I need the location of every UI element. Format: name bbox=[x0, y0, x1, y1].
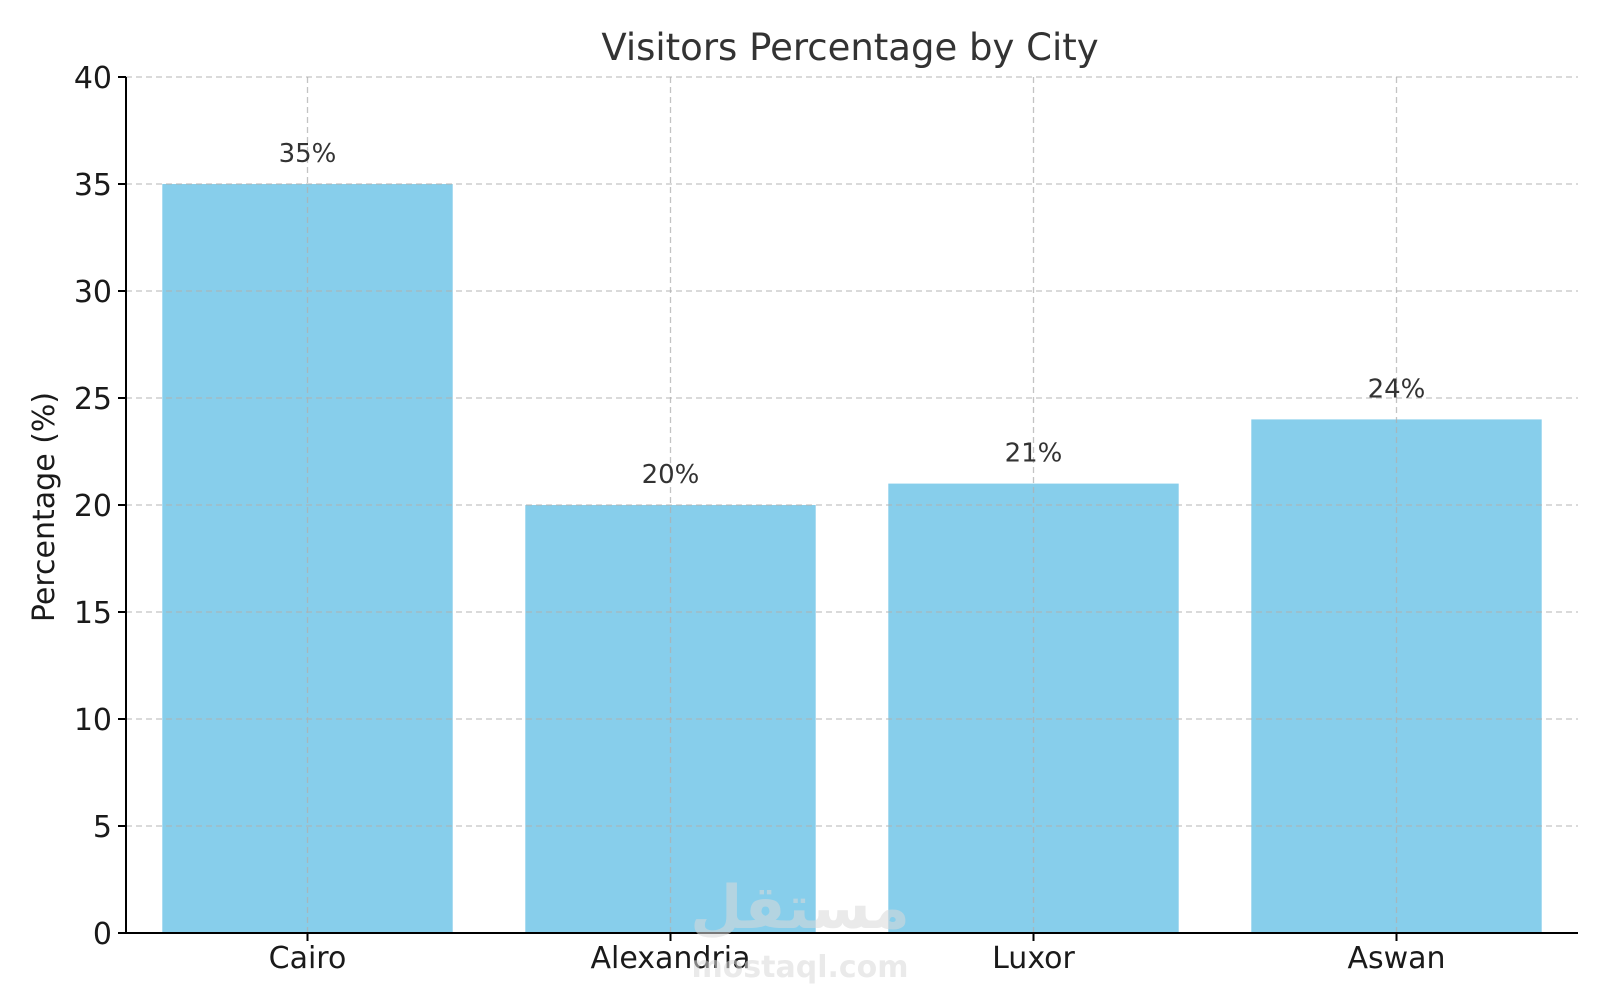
y-tick-label: 10 bbox=[74, 703, 112, 738]
grid-layer bbox=[126, 76, 1578, 933]
y-tick-label: 20 bbox=[74, 489, 112, 524]
labels-layer: 0 5 10 15 20 25 30 35 40 Cairo Alexandria Luxor Aswa… bbox=[74, 61, 1446, 976]
y-tick-label: 25 bbox=[74, 382, 112, 417]
y-tick-label: 30 bbox=[74, 275, 112, 310]
y-axis-title: Percentage (%) bbox=[27, 392, 62, 622]
data-label: 20% bbox=[642, 460, 700, 490]
y-tick-label: 35 bbox=[74, 168, 112, 203]
x-tick-label: Luxor bbox=[992, 941, 1075, 976]
watermark-latin: mostaql.com bbox=[691, 950, 908, 985]
data-label: 21% bbox=[1005, 439, 1063, 469]
bars-layer bbox=[162, 184, 1542, 933]
data-label: 35% bbox=[279, 139, 337, 169]
y-tick-label: 40 bbox=[74, 61, 112, 96]
watermark-logo: مستقل mostaql.com bbox=[690, 873, 909, 985]
y-tick-label: 0 bbox=[93, 917, 112, 952]
x-tick-label: Alexandria bbox=[590, 941, 750, 976]
watermark-arabic: مستقل bbox=[690, 873, 909, 943]
data-label: 24% bbox=[1368, 374, 1426, 404]
bar-aswan bbox=[1251, 419, 1542, 933]
x-tick-label: Aswan bbox=[1347, 941, 1445, 976]
y-tick-label: 5 bbox=[93, 810, 112, 845]
chart-title: Visitors Percentage by City bbox=[601, 26, 1098, 69]
y-tick-label: 15 bbox=[74, 596, 112, 631]
axes-layer bbox=[118, 76, 1578, 941]
x-tick-label: Cairo bbox=[269, 941, 347, 976]
